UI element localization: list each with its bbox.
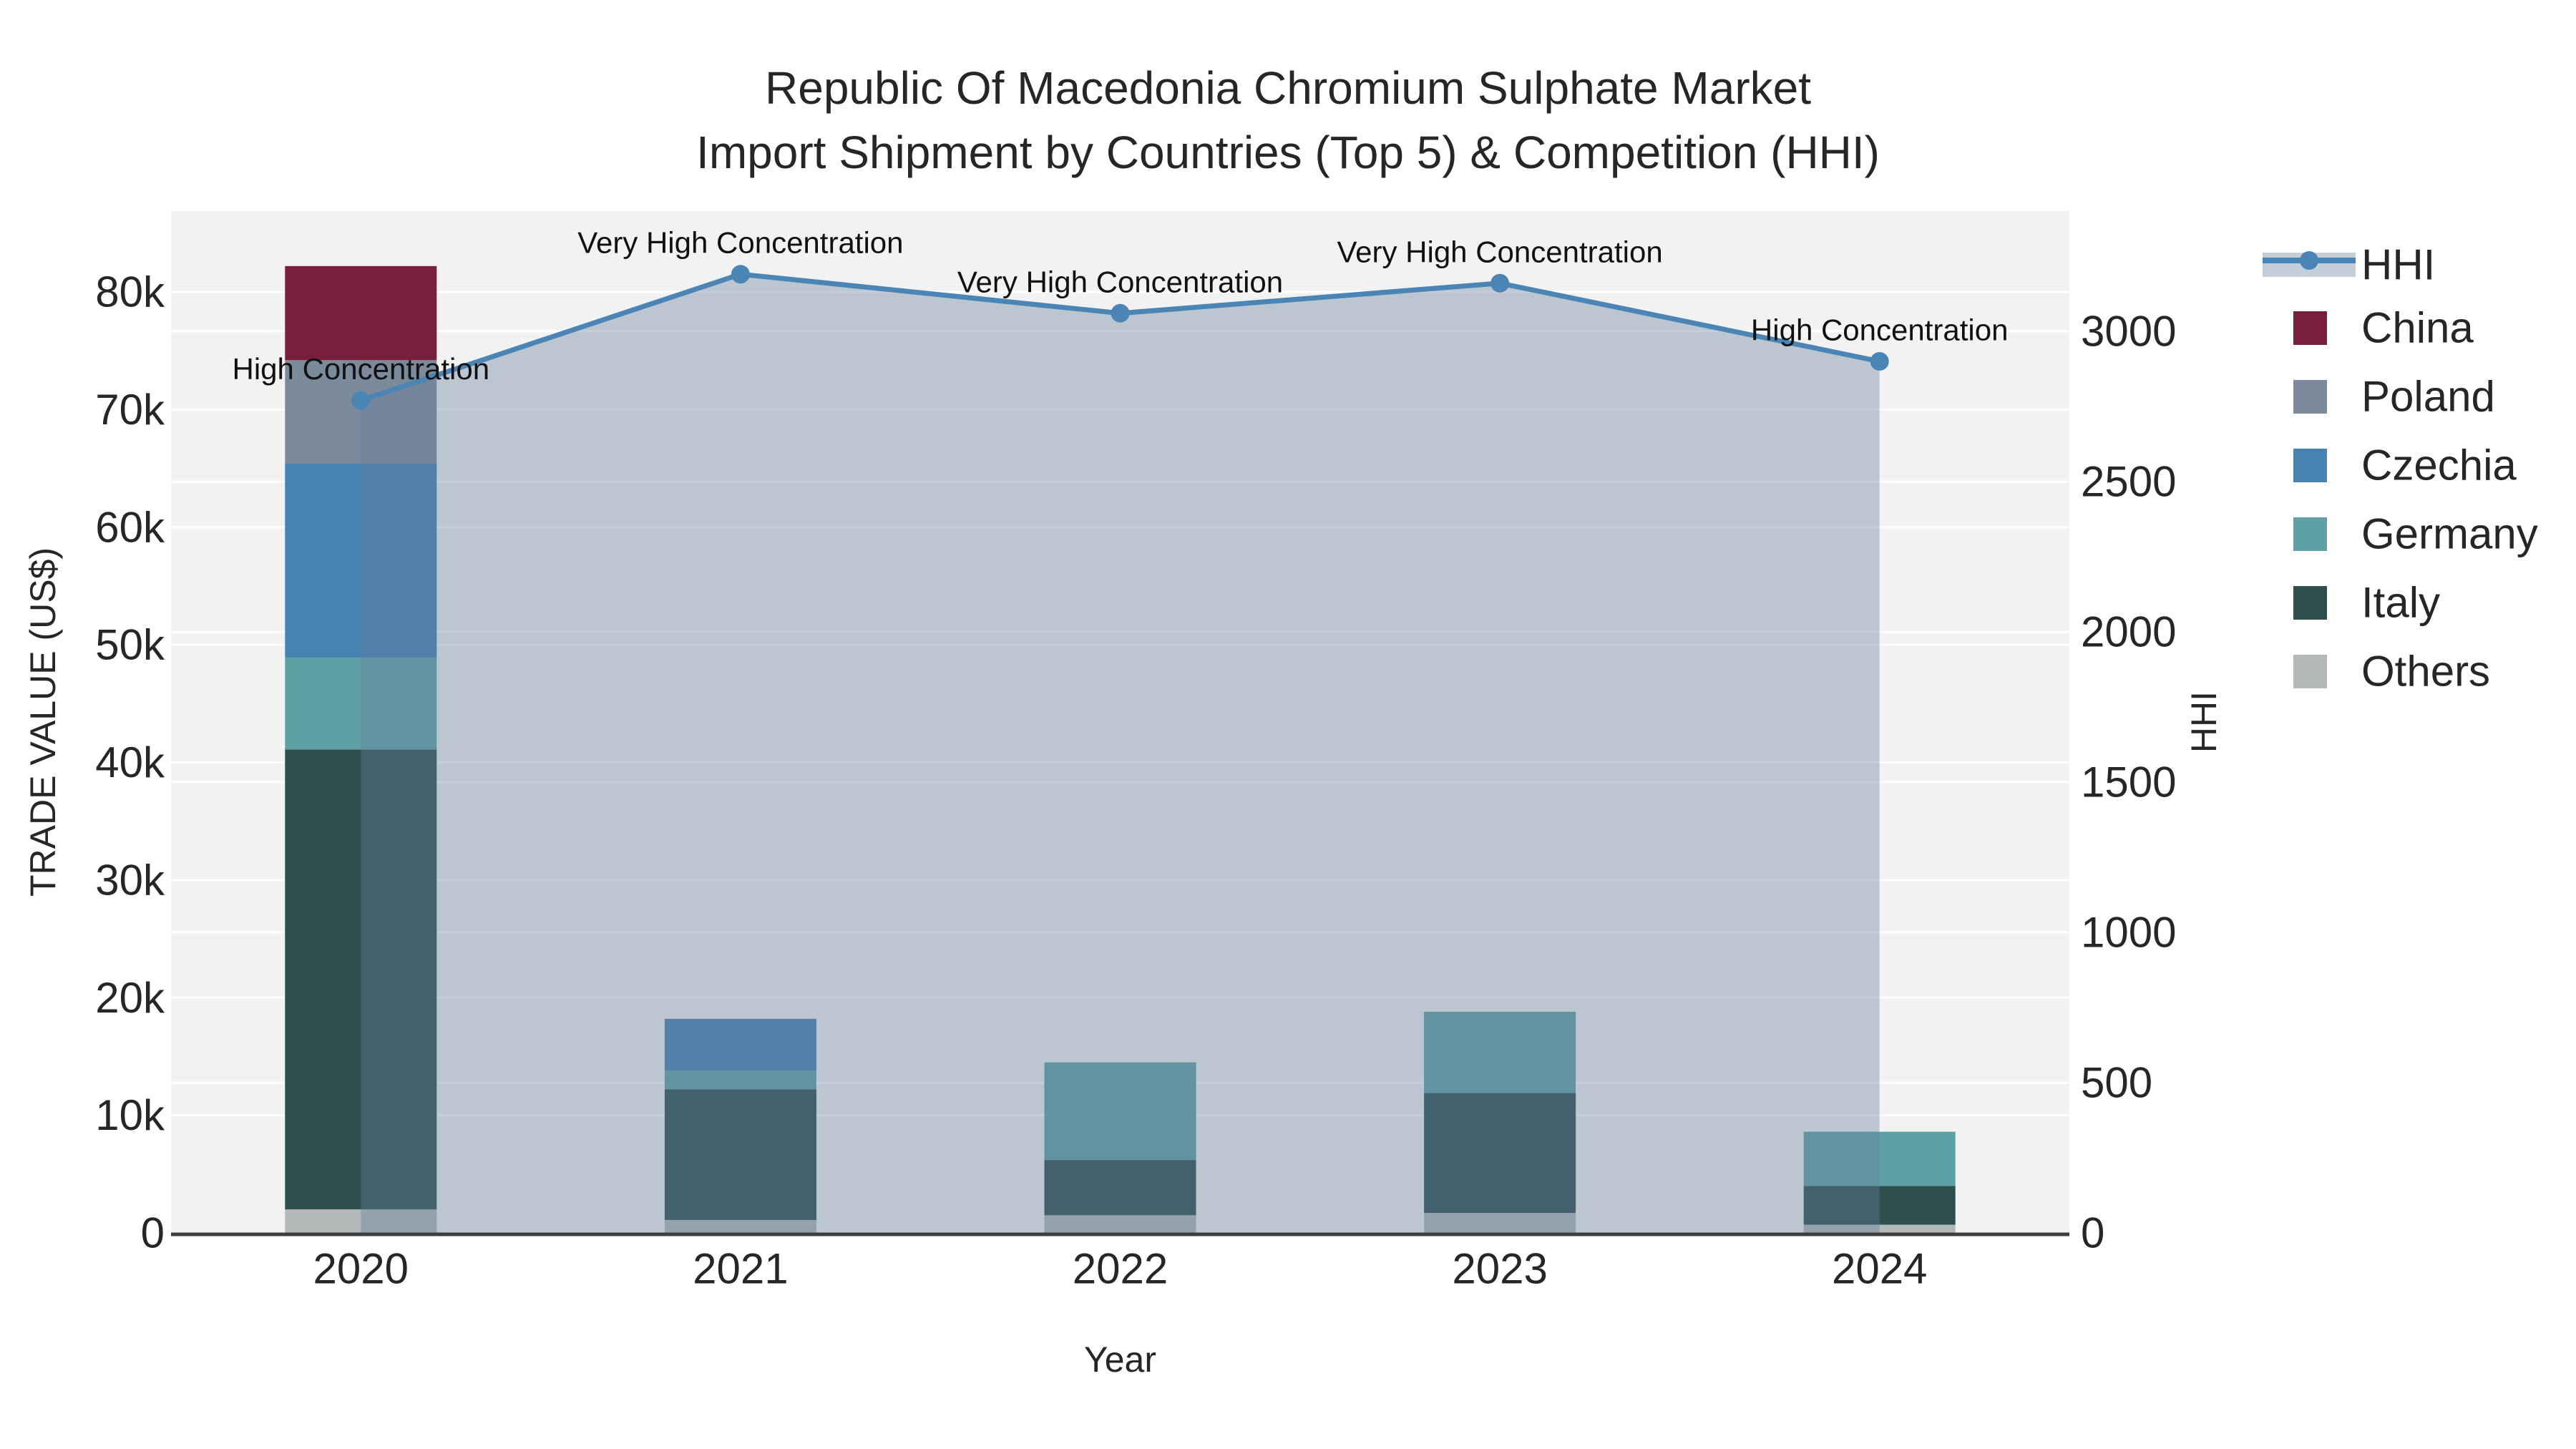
legend-label-germany: Germany xyxy=(2361,510,2538,558)
bar-segment-others-2020[interactable] xyxy=(285,1209,437,1233)
y-left-tick-80k: 80k xyxy=(95,268,165,316)
legend-item-poland[interactable]: Poland xyxy=(2293,373,2495,421)
bar-segment-others-2024[interactable] xyxy=(1803,1224,1956,1233)
y-left-axis-title: TRADE VALUE (US$) xyxy=(23,547,63,897)
annotation-2020: High Concentration xyxy=(233,352,490,386)
y-left-tick-50k: 50k xyxy=(95,621,165,669)
bar-segment-germany-2021[interactable] xyxy=(664,1070,816,1090)
y-right-tick-1500: 1500 xyxy=(2081,758,2176,806)
annotation-2023: Very High Concentration xyxy=(1337,235,1662,268)
legend-swatch-china xyxy=(2293,311,2327,345)
x-tick-2022: 2022 xyxy=(1073,1245,1168,1293)
legend-item-hhi[interactable]: HHI xyxy=(2263,241,2435,289)
bar-segment-germany-2023[interactable] xyxy=(1424,1011,1576,1093)
y-left-tick-20k: 20k xyxy=(95,974,165,1022)
legend-item-others[interactable]: Others xyxy=(2293,648,2490,696)
x-axis-title: Year xyxy=(1084,1340,1156,1380)
legend-label-china: China xyxy=(2361,304,2474,352)
legend-item-germany[interactable]: Germany xyxy=(2293,510,2538,558)
y-right-tick-2500: 2500 xyxy=(2081,458,2176,506)
bar-segment-germany-2024[interactable] xyxy=(1803,1131,1956,1186)
x-tick-2023: 2023 xyxy=(1452,1245,1547,1293)
legend-item-china[interactable]: China xyxy=(2293,304,2474,352)
hhi-area-fill xyxy=(361,274,1880,1234)
legend-swatch-germany xyxy=(2293,517,2327,551)
bar-segment-italy-2022[interactable] xyxy=(1044,1160,1196,1216)
bar-segment-china-2020[interactable] xyxy=(285,265,437,361)
annotation-2021: Very High Concentration xyxy=(577,226,903,260)
legend-label-czechia: Czechia xyxy=(2361,441,2517,489)
hhi-marker-2021[interactable] xyxy=(731,265,750,284)
y-left-tick-60k: 60k xyxy=(95,503,165,551)
hhi-marker-2023[interactable] xyxy=(1491,273,1510,293)
legend-label-hhi: HHI xyxy=(2361,241,2435,289)
chart-title-line1: Republic Of Macedonia Chromium Sulphate … xyxy=(765,62,1811,114)
chart-title-line2: Import Shipment by Countries (Top 5) & C… xyxy=(696,127,1880,178)
y-right-tick-0: 0 xyxy=(2081,1209,2104,1257)
bar-segment-others-2022[interactable] xyxy=(1044,1215,1196,1233)
legend-swatch-others xyxy=(2293,655,2327,688)
legend-label-others: Others xyxy=(2361,648,2490,696)
legend-swatch-italy xyxy=(2293,586,2327,620)
annotation-2024: High Concentration xyxy=(1751,313,2009,347)
x-tick-2024: 2024 xyxy=(1832,1245,1927,1293)
bar-segment-germany-2020[interactable] xyxy=(285,658,437,750)
y-right-tick-500: 500 xyxy=(2081,1059,2152,1107)
legend-hhi-marker-sample xyxy=(2300,251,2318,270)
y-right-axis-title: HHI xyxy=(2184,691,2224,753)
legend-swatch-czechia xyxy=(2293,449,2327,482)
hhi-marker-2022[interactable] xyxy=(1111,303,1130,323)
bar-segment-germany-2022[interactable] xyxy=(1044,1062,1196,1161)
legend-label-poland: Poland xyxy=(2361,373,2495,421)
bar-segment-czechia-2020[interactable] xyxy=(285,463,437,658)
bar-segment-italy-2021[interactable] xyxy=(664,1089,816,1220)
x-tick-2021: 2021 xyxy=(693,1245,788,1293)
y-left-tick-70k: 70k xyxy=(95,386,165,434)
bar-segment-others-2021[interactable] xyxy=(664,1219,816,1233)
chart-title: Republic Of Macedonia Chromium Sulphate … xyxy=(0,56,2576,185)
bar-segment-others-2023[interactable] xyxy=(1424,1213,1576,1233)
x-tick-2020: 2020 xyxy=(313,1245,409,1293)
hhi-marker-2024[interactable] xyxy=(1870,352,1889,371)
legend-swatch-poland xyxy=(2293,380,2327,414)
legend-item-czechia[interactable]: Czechia xyxy=(2293,441,2517,489)
hhi-marker-2020[interactable] xyxy=(351,391,371,410)
y-right-tick-3000: 3000 xyxy=(2081,308,2176,356)
y-left-tick-10k: 10k xyxy=(95,1091,165,1139)
bar-segment-italy-2024[interactable] xyxy=(1803,1186,1956,1225)
bar-segment-italy-2020[interactable] xyxy=(285,749,437,1210)
bar-segment-czechia-2021[interactable] xyxy=(664,1018,816,1071)
y-right-tick-2000: 2000 xyxy=(2081,608,2176,656)
y-left-tick-30k: 30k xyxy=(95,856,165,904)
annotation-2022: Very High Concentration xyxy=(957,265,1283,298)
legend-label-italy: Italy xyxy=(2361,579,2440,627)
bar-segment-italy-2023[interactable] xyxy=(1424,1093,1576,1214)
bar-segment-poland-2020[interactable] xyxy=(285,360,437,464)
y-right-tick-1000: 1000 xyxy=(2081,909,2176,957)
y-left-tick-0: 0 xyxy=(141,1209,165,1257)
y-left-tick-40k: 40k xyxy=(95,738,165,786)
legend-item-italy[interactable]: Italy xyxy=(2293,579,2440,627)
